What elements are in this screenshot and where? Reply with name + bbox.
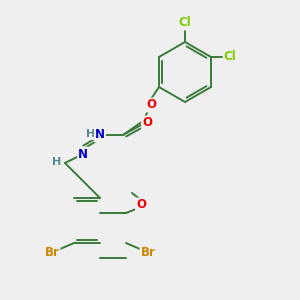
Text: Br: Br (140, 245, 155, 259)
Text: H: H (52, 157, 62, 167)
Text: N: N (78, 148, 88, 160)
Text: Cl: Cl (224, 50, 236, 64)
Text: N: N (95, 128, 105, 142)
Text: Cl: Cl (178, 16, 191, 29)
Text: H: H (86, 129, 96, 139)
Text: Br: Br (45, 245, 59, 259)
Text: O: O (146, 98, 156, 112)
Text: O: O (136, 199, 146, 212)
Text: O: O (142, 116, 152, 130)
